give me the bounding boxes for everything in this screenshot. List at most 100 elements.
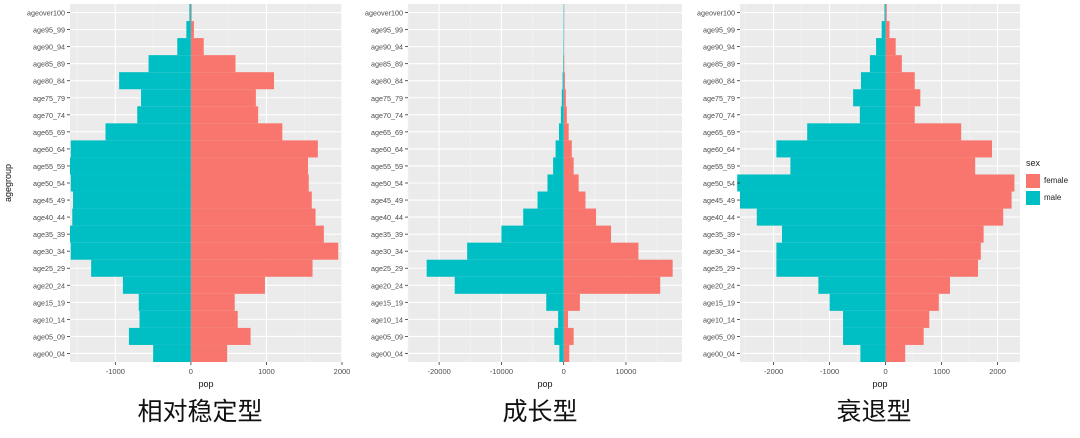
bar-male-age45_49: [537, 191, 564, 209]
x-tick-label: 0: [562, 367, 566, 376]
x-axis-title: pop: [872, 379, 887, 389]
bar-male-age75_79: [141, 89, 191, 107]
bar-male-age75_79: [853, 89, 886, 107]
bar-male-age35_39: [501, 225, 564, 243]
bar-male-age25_29: [426, 259, 564, 277]
bar-female-age60_64: [563, 140, 572, 158]
bar-female-age20_24: [885, 276, 950, 294]
bar-male-age45_49: [740, 191, 886, 209]
bar-male-ageover100: [563, 4, 565, 22]
bar-female-age30_34: [563, 242, 639, 260]
y-axis-title: agegroup: [3, 164, 13, 202]
bar-male-age75_79: [561, 89, 564, 107]
bar-male-ageover100: [884, 4, 886, 22]
bar-female-age50_54: [190, 174, 309, 192]
x-tick-label: -10000: [490, 367, 513, 376]
bar-female-age15_19: [885, 293, 939, 311]
y-tick-label: age15_19: [33, 298, 65, 307]
bar-male-age80_84: [119, 72, 191, 90]
y-tick-label: age85_89: [33, 60, 65, 69]
bar-male-age50_54: [70, 174, 191, 192]
bar-male-age65_69: [807, 123, 886, 141]
bar-female-age90_94: [190, 38, 204, 56]
bar-male-age65_69: [105, 123, 191, 141]
y-tick-label: age95_99: [371, 26, 403, 35]
legend: sex female male: [1026, 158, 1078, 206]
bar-female-age55_59: [885, 157, 976, 175]
bar-male-age90_94: [876, 38, 886, 56]
y-tick-label: age40_44: [33, 213, 65, 222]
x-tick-label: 10000: [616, 367, 637, 376]
pyramid-panel-1: age00_04 age05_09 age10_14 age15_19 age20_24…: [3, 4, 350, 389]
y-tick-label: age80_84: [703, 77, 735, 86]
y-tick-label: age05_09: [33, 332, 65, 341]
bar-female-age80_84: [885, 72, 915, 90]
legend-key-male: [1026, 190, 1040, 205]
bar-female-age45_49: [563, 191, 586, 209]
bar-female-age35_39: [885, 225, 984, 243]
y-tick-label: age50_54: [703, 179, 735, 188]
bar-female-age40_44: [190, 208, 316, 226]
bar-female-age15_19: [190, 293, 235, 311]
x-axis-title: pop: [537, 379, 552, 389]
y-tick-label: age20_24: [33, 281, 65, 290]
x-tick-label: 2000: [334, 367, 351, 376]
bar-male-age85_89: [563, 55, 564, 73]
y-tick-label: age65_69: [371, 128, 403, 137]
bar-male-age15_19: [829, 293, 886, 311]
y-tick-label: age40_44: [371, 213, 403, 222]
y-tick-label: age25_29: [33, 264, 65, 273]
bar-male-age30_34: [70, 242, 191, 260]
bar-female-age70_74: [563, 106, 567, 124]
y-tick-label: age30_34: [33, 247, 65, 256]
bar-male-age80_84: [562, 72, 564, 90]
x-tick-label: -20000: [427, 367, 450, 376]
bar-male-age55_59: [790, 157, 886, 175]
y-tick-label: age60_64: [703, 145, 735, 154]
bar-male-age60_64: [555, 140, 564, 158]
y-tick-label: age20_24: [703, 281, 735, 290]
bar-female-age25_29: [563, 259, 673, 277]
bar-male-age60_64: [70, 140, 191, 158]
bar-female-age40_44: [563, 208, 597, 226]
y-tick-label: age10_14: [33, 315, 65, 324]
y-tick-label: age70_74: [371, 111, 403, 120]
x-tick-label: -2000: [764, 367, 783, 376]
bar-female-age65_69: [563, 123, 569, 141]
bar-female-age25_29: [190, 259, 313, 277]
legend-item-female: female: [1026, 172, 1078, 189]
bar-male-age00_04: [559, 344, 564, 362]
bar-male-age10_14: [558, 310, 564, 328]
bar-female-age60_64: [190, 140, 318, 158]
bar-female-age20_24: [563, 276, 661, 294]
bar-female-age45_49: [885, 191, 1012, 209]
y-tick-label: age80_84: [371, 77, 403, 86]
bar-male-age70_74: [137, 106, 191, 124]
y-tick-label: age75_79: [371, 94, 403, 103]
bar-male-age35_39: [782, 225, 886, 243]
bar-female-age10_14: [563, 310, 569, 328]
bar-female-age85_89: [563, 55, 565, 73]
bar-male-age85_89: [148, 55, 191, 73]
y-tick-label: age35_39: [33, 230, 65, 239]
chart-caption-1: 相对稳定型: [137, 397, 263, 426]
y-tick-label: age60_64: [33, 145, 65, 154]
x-axis-title: pop: [198, 379, 213, 389]
bar-female-age85_89: [190, 55, 236, 73]
y-tick-label: age05_09: [703, 332, 735, 341]
bar-female-age05_09: [563, 327, 574, 345]
pyramid-panel-3: age00_04 age05_09 age10_14 age15_19 age20_24…: [697, 4, 1020, 389]
x-tick-label: 1000: [258, 367, 275, 376]
legend-label-female: female: [1044, 176, 1069, 185]
bar-female-ageover100: [190, 4, 192, 22]
bar-male-age20_24: [454, 276, 564, 294]
bar-female-age55_59: [190, 157, 308, 175]
y-tick-label: age35_39: [703, 230, 735, 239]
y-tick-label: age55_59: [33, 162, 65, 171]
bar-male-age50_54: [547, 174, 564, 192]
y-tick-label: age80_84: [33, 77, 65, 86]
y-tick-label: age95_99: [703, 26, 735, 35]
y-tick-label: age55_59: [703, 162, 735, 171]
y-tick-label: age00_04: [703, 349, 735, 358]
bar-female-age00_04: [190, 344, 228, 362]
